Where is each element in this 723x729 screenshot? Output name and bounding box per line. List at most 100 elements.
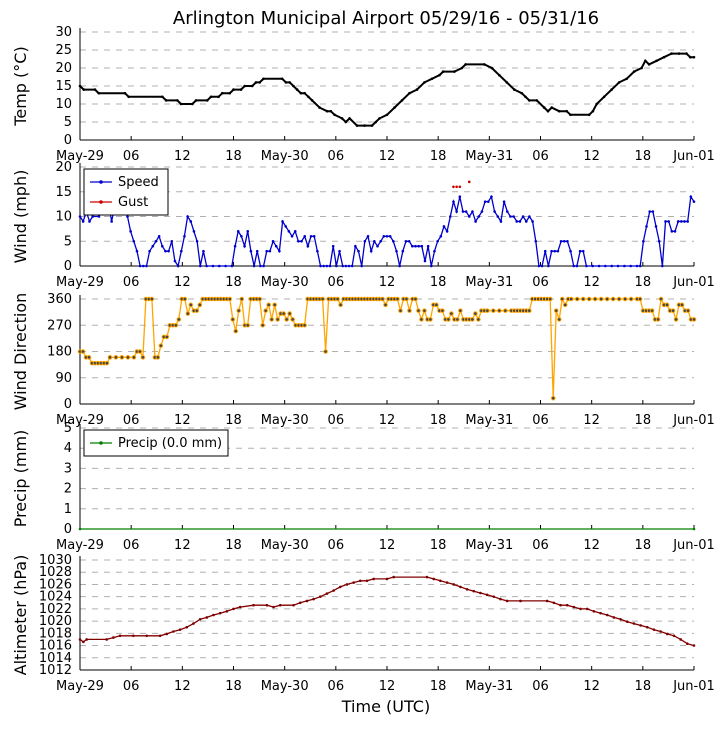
data-point [670,52,673,55]
data-point [132,634,135,638]
data-point [420,244,424,248]
y-tick-label: 4 [64,441,72,456]
data-point [131,355,137,360]
data-point [185,311,191,316]
x-tick-label: May-29 [56,149,104,164]
data-point [651,210,655,213]
data-point [623,264,626,268]
data-point [319,264,322,268]
data-point [280,77,284,81]
x-tick-label: 12 [174,679,191,694]
data-point [465,588,469,591]
data-point [439,579,442,583]
data-point [81,220,85,223]
y-tick-label: 10 [55,210,72,225]
data-point [628,296,634,302]
data-point [160,244,164,248]
x-tick-label: May-29 [56,275,104,290]
data-point [243,84,247,88]
data-point [290,235,294,238]
data-point [198,264,202,268]
x-tick-label: 06 [532,149,549,164]
data-point [680,220,683,223]
data-point [176,317,182,322]
y-tick-label: 0 [64,259,72,274]
data-point [464,210,468,213]
data-point [91,215,94,218]
data-point [378,117,381,120]
data-point [167,249,170,253]
data-point [470,317,475,322]
x-tick-label: 18 [430,413,447,428]
x-tick-label: 06 [123,413,140,428]
data-point [453,70,456,73]
data-point [546,109,550,113]
data-point [492,595,496,598]
data-point [183,235,186,238]
data-point [230,264,234,268]
y-tick-label: 180 [47,345,72,360]
data-point [545,599,549,603]
x-tick-label: May-30 [261,538,309,553]
data-point [112,636,115,639]
data-point [176,99,179,102]
data-point [105,638,108,641]
data-point [141,264,145,268]
data-point [505,210,509,213]
data-point [578,249,582,253]
data-point [632,70,636,73]
data-point [556,249,560,253]
legend-label: Precip (0.0 mm) [118,436,222,451]
data-point [547,296,553,302]
data-point [220,91,224,95]
data-point [379,239,382,243]
data-point [581,249,585,253]
data-point [320,296,325,302]
data-point [155,355,161,360]
data-point [325,592,329,595]
y-tick-label: 10 [55,97,72,112]
y-tick-label: 0 [64,522,72,537]
data-point [408,91,411,95]
data-point [569,249,572,253]
x-tick-label: 06 [328,538,345,553]
data-point [240,235,243,238]
data-point [519,599,522,603]
data-point [528,215,531,218]
x-tick-label: 12 [174,149,191,164]
data-point [556,317,562,322]
data-point [211,264,215,268]
data-point [625,77,628,81]
data-point [632,622,636,625]
data-point [149,296,155,302]
data-point [644,59,647,63]
data-point [414,244,417,248]
legend-marker [99,441,103,445]
data-point [366,235,370,238]
data-point [542,106,546,109]
data-point [380,296,385,302]
data-point [440,308,445,313]
data-point [477,215,481,218]
data-point [692,527,696,531]
data-point [661,264,664,268]
panel-temp: 0 5 10 15 20 25 30 May-29 06 12 18 May-30 06 12 18 May-… [11,25,715,164]
data-point [580,296,586,302]
data-point [550,106,554,109]
data-point [605,613,609,617]
data-point [393,106,396,109]
data-point [602,95,606,99]
data-point [428,317,433,322]
data-point [670,308,676,313]
data-point [369,249,373,253]
data-point [499,597,502,601]
x-tick-label: 18 [225,538,242,553]
data-point [300,239,303,243]
data-point [338,585,342,589]
data-point [178,628,182,631]
data-point [312,597,315,601]
data-point [257,296,263,302]
data-point [239,88,243,91]
data-point [657,239,661,243]
x-tick-label: 06 [123,275,140,290]
